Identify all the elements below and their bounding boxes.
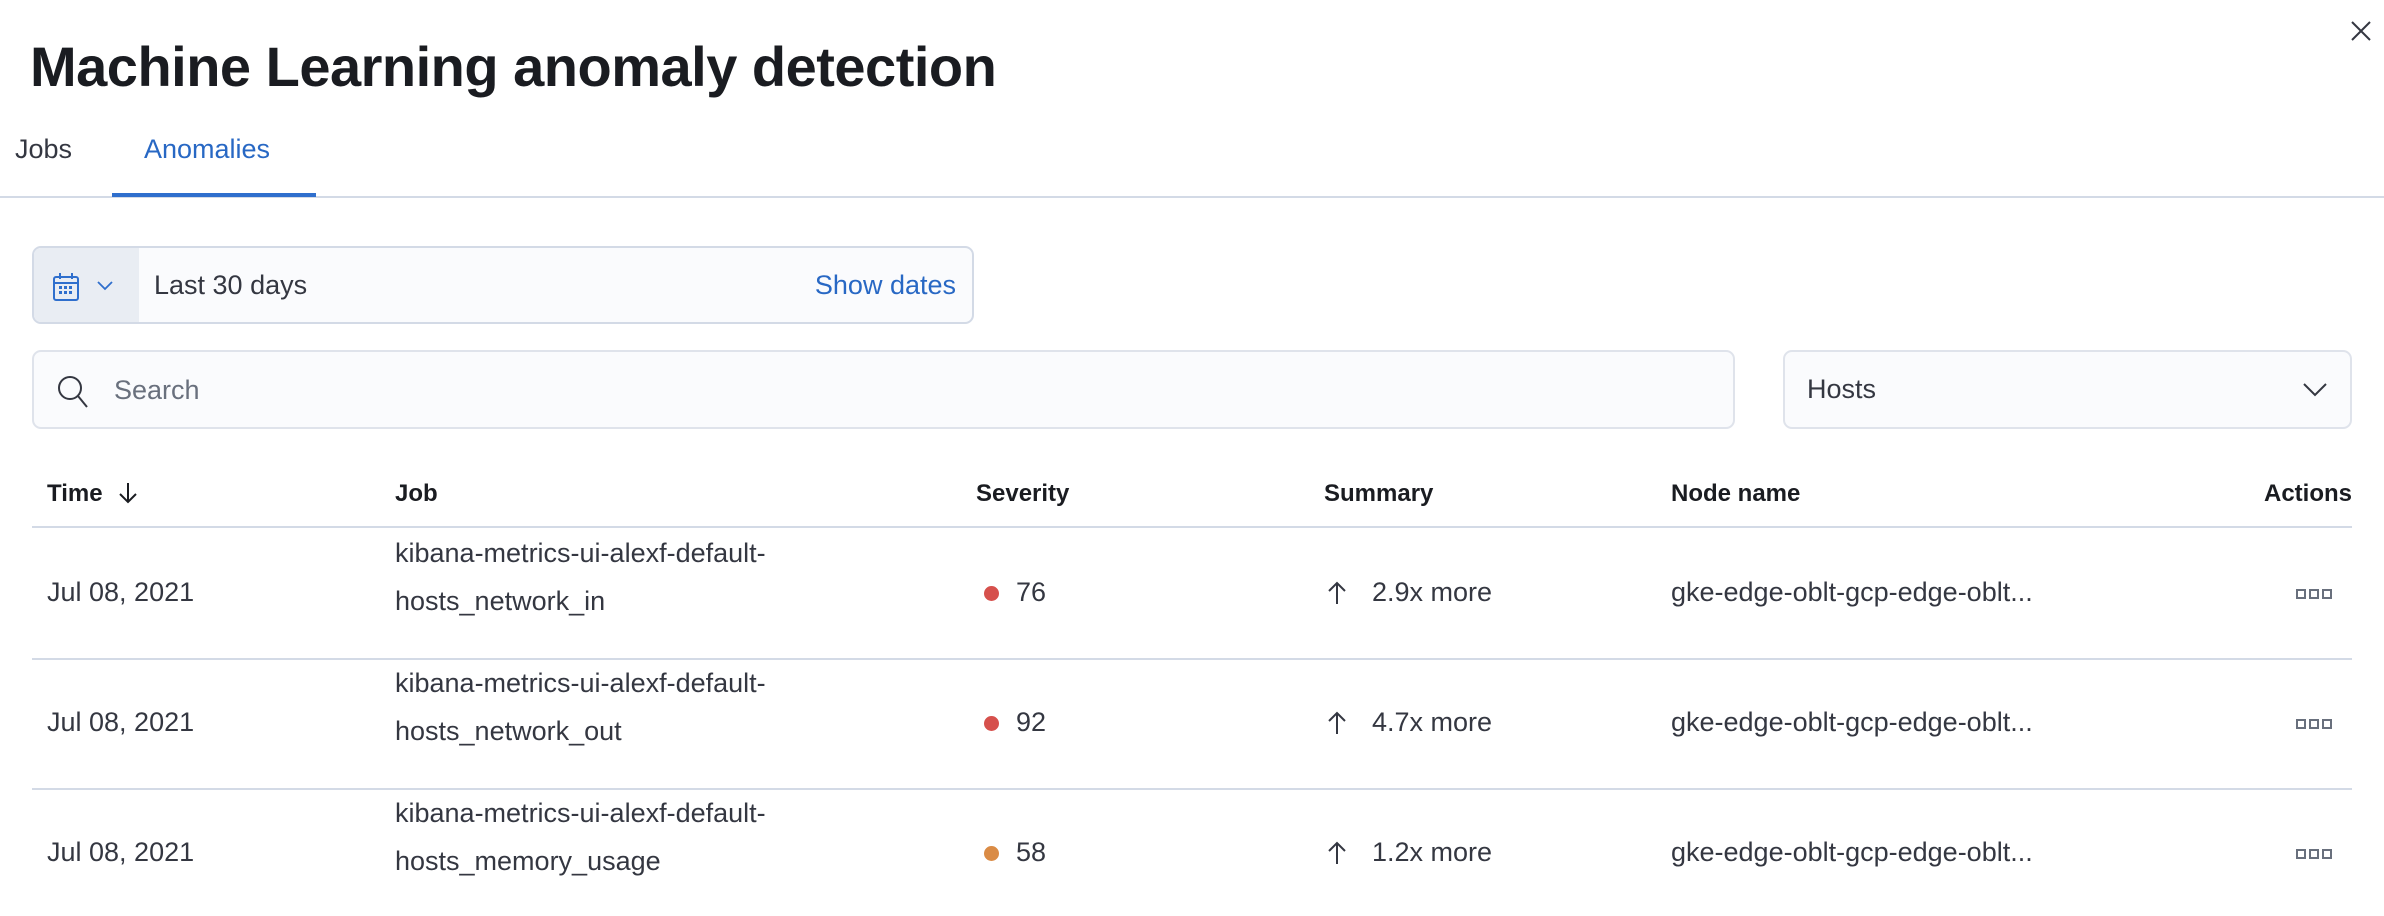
time-cell: Jul 08, 2021 <box>47 837 195 867</box>
job-name-line: kibana-metrics-ui-alexf-default- <box>395 668 766 698</box>
job-cell: kibana-metrics-ui-alexf-default- hosts_n… <box>395 529 766 625</box>
job-name-line: kibana-metrics-ui-alexf-default- <box>395 798 766 828</box>
node-name-cell[interactable]: gke-edge-oblt-gcp-edge-oblt... <box>1671 837 2033 867</box>
summary-cell: 4.7x more <box>1372 707 1493 737</box>
chevron-down-icon <box>2303 383 2327 397</box>
actions-menu-button[interactable] <box>2296 587 2332 601</box>
job-name-line: hosts_network_in <box>395 586 606 616</box>
summary-cell: 2.9x more <box>1372 577 1493 607</box>
type-select[interactable]: Hosts <box>1783 350 2352 429</box>
calendar-icon <box>53 273 79 301</box>
job-cell: kibana-metrics-ui-alexf-default- hosts_n… <box>395 659 766 755</box>
row-divider <box>32 658 2352 660</box>
actions-menu-button[interactable] <box>2296 717 2332 731</box>
table-header-divider <box>32 526 2352 528</box>
column-header-summary[interactable]: Summary <box>1324 480 1434 507</box>
tab-anomalies[interactable]: Anomalies <box>144 134 271 164</box>
node-name-cell[interactable]: gke-edge-oblt-gcp-edge-oblt... <box>1671 577 2033 607</box>
chevron-down-icon <box>97 281 113 291</box>
row-divider <box>32 788 2352 790</box>
show-dates-link[interactable]: Show dates <box>814 270 956 300</box>
severity-dot-icon <box>984 716 999 731</box>
arrow-up-icon <box>1328 581 1346 604</box>
close-icon <box>2351 21 2371 41</box>
type-select-value: Hosts <box>1807 374 1877 404</box>
time-cell: Jul 08, 2021 <box>47 577 195 607</box>
severity-score: 76 <box>1016 577 1047 607</box>
node-name-cell[interactable]: gke-edge-oblt-gcp-edge-oblt... <box>1671 707 2033 737</box>
column-header-job[interactable]: Job <box>395 480 438 507</box>
column-header-actions: Actions <box>2263 480 2352 507</box>
column-label: Time <box>47 480 103 507</box>
job-name-line: kibana-metrics-ui-alexf-default- <box>395 538 766 568</box>
job-name-line: hosts_memory_usage <box>395 846 661 876</box>
quick-select-button[interactable] <box>34 248 139 322</box>
summary-cell: 1.2x more <box>1372 837 1493 867</box>
column-header-severity[interactable]: Severity <box>976 480 1070 507</box>
tab-jobs[interactable]: Jobs <box>15 134 73 164</box>
tabs-divider <box>0 196 2384 198</box>
sort-descending-icon <box>119 483 137 504</box>
severity-score: 92 <box>1016 707 1047 737</box>
time-cell: Jul 08, 2021 <box>47 707 195 737</box>
search-field <box>32 350 1735 429</box>
severity-score: 58 <box>1016 837 1047 867</box>
search-icon <box>58 376 88 408</box>
actions-menu-button[interactable] <box>2296 847 2332 861</box>
severity-dot-icon <box>984 586 999 601</box>
search-input[interactable] <box>112 366 1696 414</box>
active-tab-indicator <box>112 193 316 197</box>
arrow-up-icon <box>1328 841 1346 864</box>
job-name-line: hosts_network_out <box>395 716 622 746</box>
column-header-time[interactable]: Time <box>47 480 139 508</box>
page-title: Machine Learning anomaly detection <box>30 35 997 98</box>
job-cell: kibana-metrics-ui-alexf-default- hosts_m… <box>395 789 766 885</box>
column-header-node-name[interactable]: Node name <box>1671 480 1801 507</box>
close-button[interactable] <box>2348 18 2374 44</box>
severity-dot-icon <box>984 846 999 861</box>
date-range-label: Last 30 days <box>154 270 308 300</box>
arrow-up-icon <box>1328 711 1346 734</box>
date-picker: Last 30 days Show dates <box>32 246 974 324</box>
